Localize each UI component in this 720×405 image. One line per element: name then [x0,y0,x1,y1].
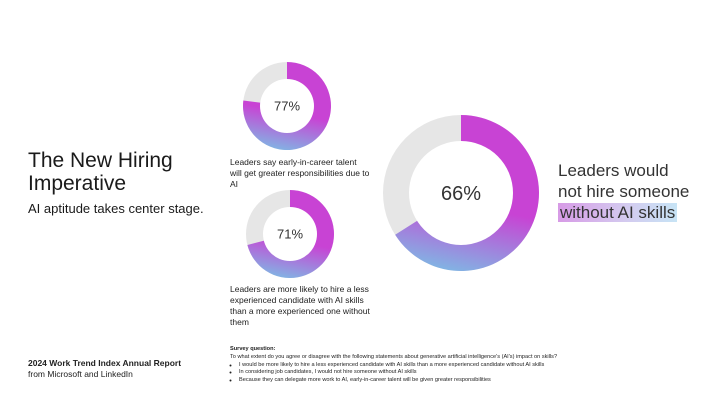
donut-value-label: 77% [274,99,300,114]
survey-question: To what extent do you agree or disagree … [230,353,558,360]
donut-value-label: 66% [441,183,481,205]
report-credit: 2024 Work Trend Index Annual Report from… [28,358,181,380]
callout-highlight: without AI skills [558,203,678,222]
callout-text: Leaders would not hire someone without A… [558,160,689,223]
report-title: 2024 Work Trend Index Annual Report [28,358,182,368]
donut-chart-hire-ai-skills: 71% [246,190,334,278]
donut-chart-early-career: 77% [243,62,331,150]
survey-list: I would be more likely to hire a less ex… [230,362,700,385]
callout-line-1: Leaders would [558,161,669,180]
survey-note: Survey question: To what extent do you a… [230,346,700,385]
caption-early-career: Leaders say early-in-career talent will … [230,157,370,189]
survey-title: Survey question: [230,346,276,352]
donut-hole [260,79,314,133]
survey-item: In considering job candidates, I would n… [239,369,700,377]
report-source: from Microsoft and LinkedIn [28,369,133,379]
callout-line-2: not hire someone [558,182,690,201]
donut-chart-not-hire: 66% [383,115,539,271]
caption-hire-ai-skills: Leaders are more likely to hire a less e… [230,284,370,327]
donut-hole [409,141,513,245]
survey-item: I would be more likely to hire a less ex… [239,362,700,370]
donut-value-label: 71% [277,227,303,242]
donut-hole [263,207,317,261]
page-title: The New Hiring Imperative [28,149,173,195]
survey-item: Because they can delegate more work to A… [239,377,700,385]
page-subtitle: AI aptitude takes center stage. [28,201,204,216]
